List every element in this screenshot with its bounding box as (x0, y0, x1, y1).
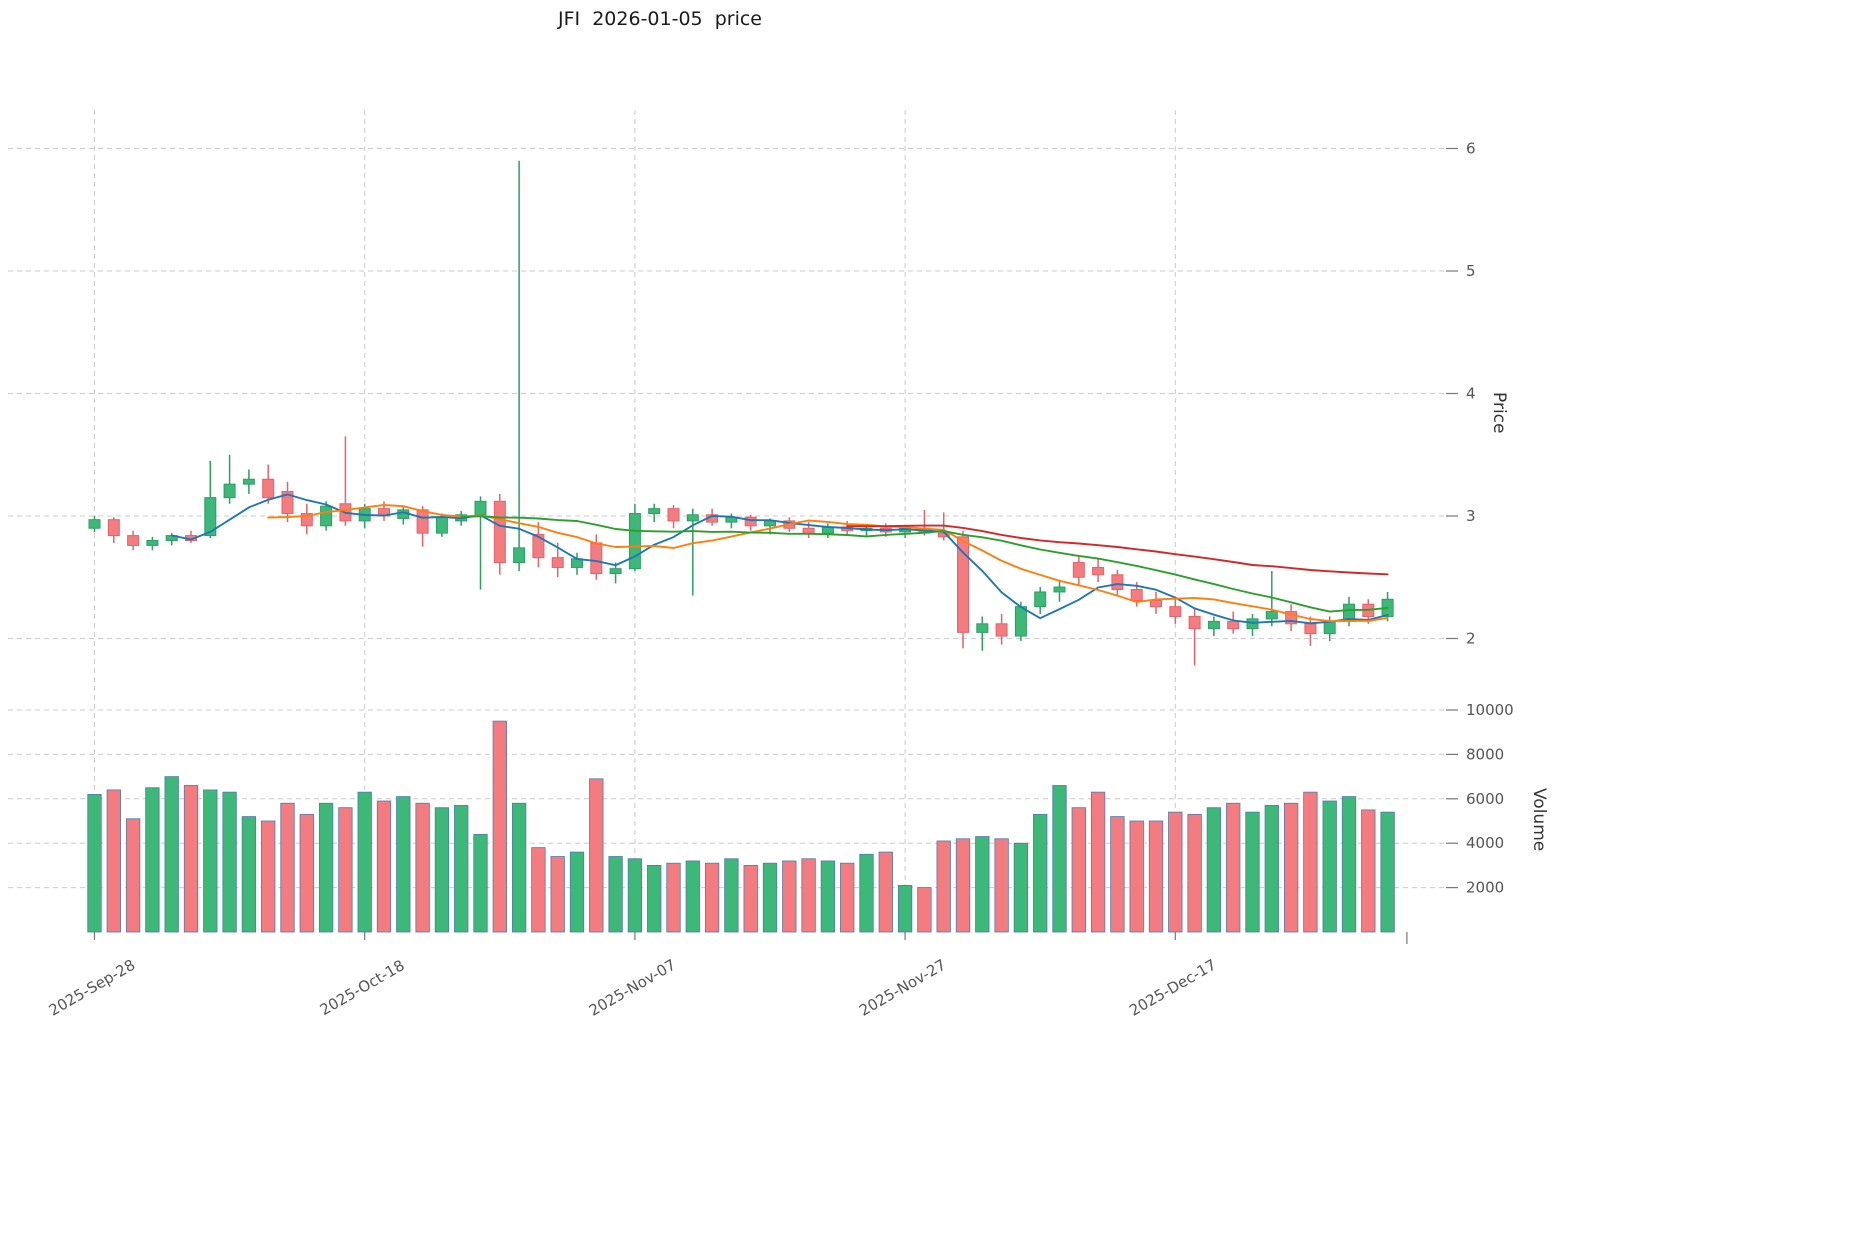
svg-text:2000: 2000 (1466, 879, 1504, 897)
svg-text:2: 2 (1466, 630, 1476, 648)
svg-text:2025-Nov-07: 2025-Nov-07 (586, 956, 679, 1020)
svg-text:5: 5 (1466, 262, 1476, 280)
svg-text:2025-Dec-17: 2025-Dec-17 (1126, 956, 1219, 1020)
svg-text:6000: 6000 (1466, 790, 1504, 808)
svg-text:2025-Sep-28: 2025-Sep-28 (46, 956, 138, 1020)
svg-text:6: 6 (1466, 140, 1476, 158)
svg-text:8000: 8000 (1466, 745, 1504, 763)
svg-text:4000: 4000 (1466, 834, 1504, 852)
svg-text:10000: 10000 (1466, 701, 1514, 719)
chart-title: JFI 2026-01-05 price (558, 8, 762, 30)
svg-text:4: 4 (1466, 385, 1476, 403)
svg-text:2025-Oct-18: 2025-Oct-18 (317, 956, 408, 1019)
svg-text:3: 3 (1466, 507, 1476, 525)
svg-text:2025-Nov-27: 2025-Nov-27 (856, 956, 949, 1020)
